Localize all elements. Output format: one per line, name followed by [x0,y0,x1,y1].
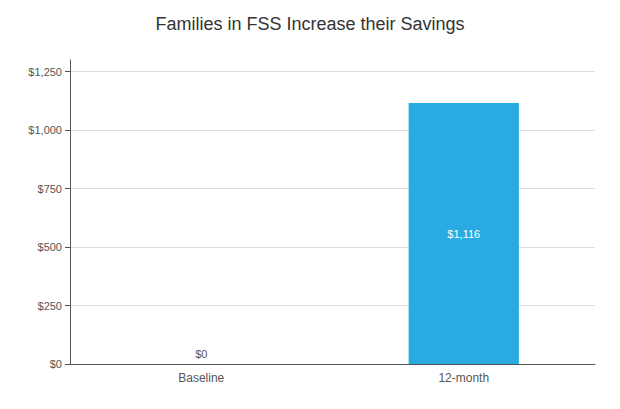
svg-text:$750: $750 [38,183,62,195]
svg-text:$0: $0 [195,348,207,360]
svg-text:12-month: 12-month [438,371,489,385]
svg-text:$0: $0 [50,358,62,370]
svg-text:$1,250: $1,250 [28,66,62,78]
svg-text:Baseline: Baseline [178,371,224,385]
svg-text:Families in FSS Increase their: Families in FSS Increase their Savings [155,14,464,34]
svg-text:$250: $250 [38,300,62,312]
svg-text:$1,116: $1,116 [447,228,480,240]
svg-text:$500: $500 [38,241,62,253]
svg-text:$1,000: $1,000 [28,124,62,136]
